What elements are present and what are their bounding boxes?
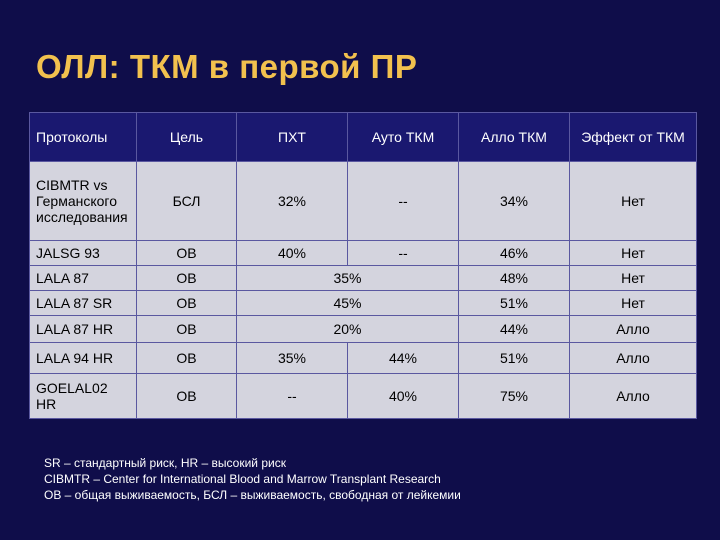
- cell-protocol: LALA 94 HR: [29, 342, 137, 374]
- cell-allo: 34%: [458, 161, 570, 241]
- cell-goal: ОВ: [136, 290, 237, 316]
- table-row: LALA 94 HR ОВ 35% 44% 51% Алло: [29, 342, 697, 374]
- footnotes: SR – стандартный риск, HR – высокий риск…: [44, 455, 461, 503]
- table-row: CIBMTR vs Германского исследования БСЛ 3…: [29, 161, 697, 241]
- header-auto: Ауто ТКМ: [347, 112, 459, 162]
- cell-allo: 51%: [458, 290, 570, 316]
- cell-chemo: 32%: [236, 161, 348, 241]
- cell-goal: ОВ: [136, 373, 237, 419]
- table-row: LALA 87 ОВ 35% 48% Нет: [29, 265, 697, 291]
- comparison-table: Протоколы Цель ПХТ Ауто ТКМ Алло ТКМ Эфф…: [29, 112, 697, 419]
- cell-effect: Нет: [569, 265, 697, 291]
- cell-protocol: LALA 87 HR: [29, 315, 137, 343]
- table-row: GOELAL02 HR ОВ -- 40% 75% Алло: [29, 373, 697, 419]
- cell-auto: --: [347, 161, 459, 241]
- cell-goal: ОВ: [136, 240, 237, 266]
- cell-protocol: LALA 87: [29, 265, 137, 291]
- cell-effect: Нет: [569, 161, 697, 241]
- cell-protocol: CIBMTR vs Германского исследования: [29, 161, 137, 241]
- cell-goal: ОВ: [136, 265, 237, 291]
- cell-effect: Нет: [569, 240, 697, 266]
- cell-chemo-auto: 20%: [236, 315, 459, 343]
- cell-chemo: 35%: [236, 342, 348, 374]
- cell-protocol: LALA 87 SR: [29, 290, 137, 316]
- table-row: LALA 87 SR ОВ 45% 51% Нет: [29, 290, 697, 316]
- cell-auto: --: [347, 240, 459, 266]
- header-chemo: ПХТ: [236, 112, 348, 162]
- cell-effect: Нет: [569, 290, 697, 316]
- cell-chemo-auto: 45%: [236, 290, 459, 316]
- cell-allo: 51%: [458, 342, 570, 374]
- header-protocols: Протоколы: [29, 112, 137, 162]
- cell-chemo-auto: 35%: [236, 265, 459, 291]
- cell-chemo: --: [236, 373, 348, 419]
- table-row: JALSG 93 ОВ 40% -- 46% Нет: [29, 240, 697, 266]
- footnote-survival: ОВ – общая выживаемость, БСЛ – выживаемо…: [44, 488, 461, 502]
- cell-allo: 44%: [458, 315, 570, 343]
- table-row: LALA 87 HR ОВ 20% 44% Алло: [29, 315, 697, 343]
- cell-auto: 40%: [347, 373, 459, 419]
- footnote-cibmtr: CIBMTR – Center for International Blood …: [44, 472, 441, 486]
- cell-goal: БСЛ: [136, 161, 237, 241]
- header-effect: Эффект от ТКМ: [569, 112, 697, 162]
- header-allo: Алло ТКМ: [458, 112, 570, 162]
- cell-effect: Алло: [569, 315, 697, 343]
- cell-protocol: JALSG 93: [29, 240, 137, 266]
- slide-title: ОЛЛ: ТКМ в первой ПР: [36, 48, 418, 85]
- cell-auto: 44%: [347, 342, 459, 374]
- cell-goal: ОВ: [136, 342, 237, 374]
- cell-allo: 46%: [458, 240, 570, 266]
- table-header-row: Протоколы Цель ПХТ Ауто ТКМ Алло ТКМ Эфф…: [29, 112, 697, 162]
- cell-allo: 75%: [458, 373, 570, 419]
- footnote-risk: SR – стандартный риск, HR – высокий риск: [44, 456, 286, 470]
- cell-chemo: 40%: [236, 240, 348, 266]
- cell-effect: Алло: [569, 373, 697, 419]
- cell-allo: 48%: [458, 265, 570, 291]
- header-goal: Цель: [136, 112, 237, 162]
- cell-protocol: GOELAL02 HR: [29, 373, 137, 419]
- cell-goal: ОВ: [136, 315, 237, 343]
- cell-effect: Алло: [569, 342, 697, 374]
